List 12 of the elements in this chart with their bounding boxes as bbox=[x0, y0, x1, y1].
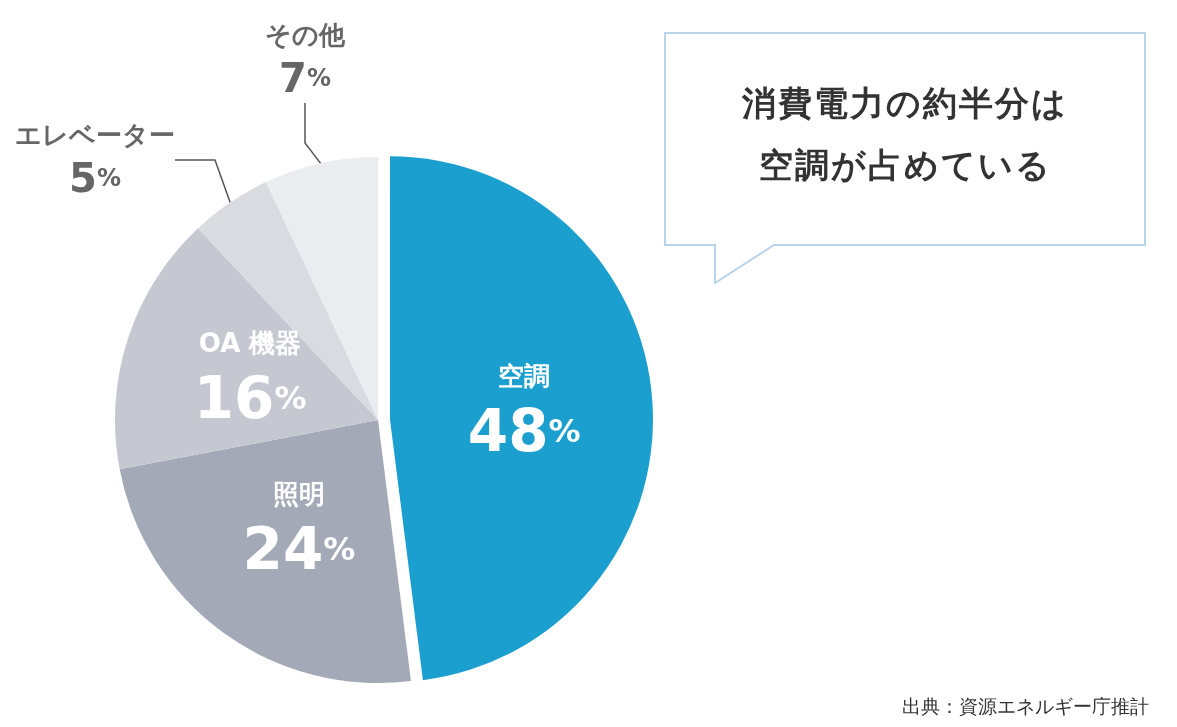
slice-label: 照明 bbox=[272, 478, 325, 509]
data-label: 24% bbox=[242, 514, 356, 583]
slice-label: その他 bbox=[265, 20, 346, 50]
slice-label: エレベーター bbox=[15, 120, 175, 150]
data-label: 48% bbox=[467, 396, 581, 465]
text: 消費電力の約半分は空調が占めている bbox=[741, 82, 1069, 187]
slice-label: 空調 bbox=[498, 360, 551, 391]
data-label: 5% bbox=[69, 155, 121, 201]
data-label: 7% bbox=[279, 55, 331, 101]
source-note: 出典：資源エネルギー庁推計 bbox=[902, 694, 1149, 719]
data-label: 16% bbox=[193, 364, 307, 433]
slice-label: OA 機器 bbox=[198, 328, 302, 359]
